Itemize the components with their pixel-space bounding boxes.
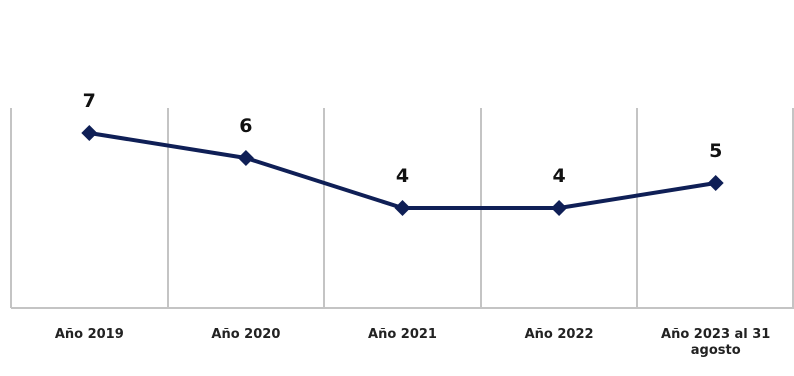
x-tick-label-line: Año 2022	[525, 327, 594, 342]
x-tick-label: Año 2020	[211, 327, 280, 342]
x-tick-label-line: Año 2023 al 31	[661, 327, 770, 342]
data-point-marker	[81, 125, 98, 141]
x-tick-label-line: agosto	[691, 343, 741, 358]
x-tick-label: Año 2023 al 31 agosto	[661, 327, 770, 358]
data-label: 6	[239, 115, 252, 137]
data-point-marker	[237, 150, 254, 166]
x-tick-label: Año 2021	[368, 327, 437, 342]
x-tick-label-line: Año 2019	[55, 327, 124, 342]
data-label: 7	[83, 90, 96, 112]
x-tick-label: Año 2022	[525, 327, 594, 342]
x-tick-label-line: Año 2021	[368, 327, 437, 342]
data-label: 5	[709, 140, 722, 162]
data-label: 4	[552, 165, 565, 187]
x-tick-label-line: Año 2020	[211, 327, 280, 342]
data-point-marker	[394, 200, 411, 216]
data-label: 4	[396, 165, 409, 187]
x-tick-label: Año 2019	[55, 327, 124, 342]
data-point-marker	[551, 200, 568, 216]
data-point-marker	[707, 175, 724, 191]
